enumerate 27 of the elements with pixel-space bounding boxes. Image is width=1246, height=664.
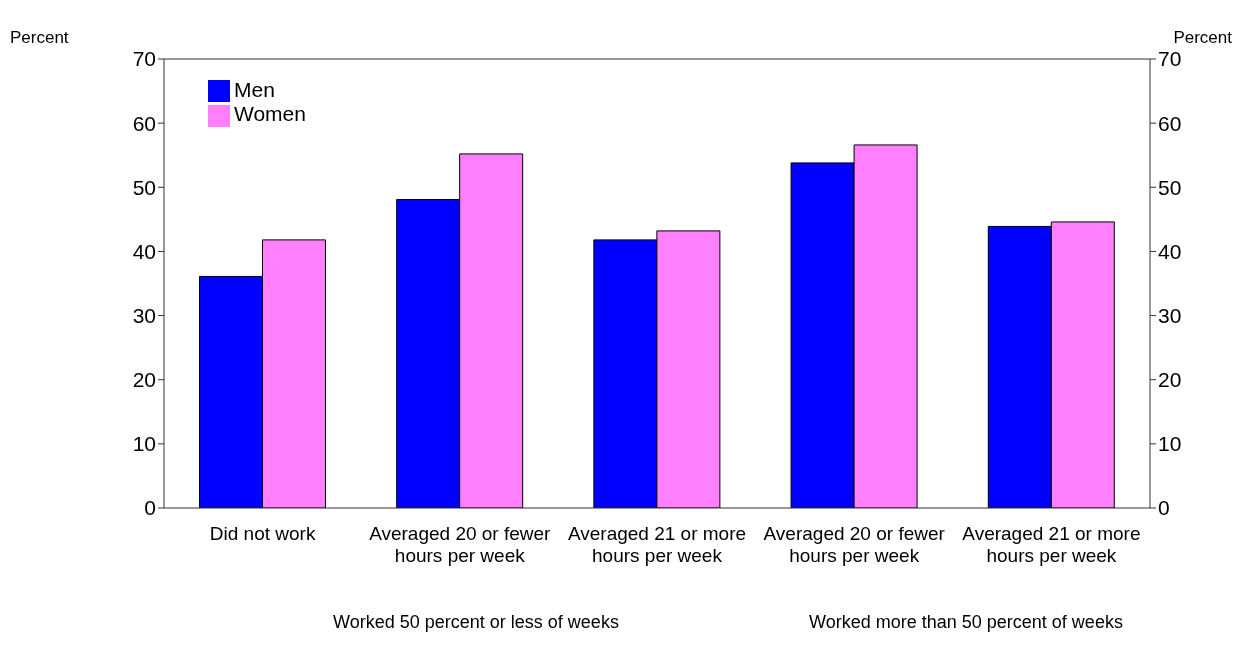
legend-label: Men [234,78,275,101]
y2-tick-label: 40 [1158,239,1182,263]
x-tick-label: Averaged 20 or fewer hours per week [369,523,552,566]
x-tick-label: Averaged 21 or more hours per week [567,523,747,566]
y2-tick-label: 10 [1158,432,1182,456]
y2-tick-label: 30 [1158,304,1182,328]
y2-tick-label: 70 [1158,47,1182,71]
y2-tick-label: 50 [1158,175,1182,199]
y-tick-label: 50 [132,175,156,199]
y-tick-label: 60 [132,111,156,135]
y-axis-title: Percent [10,28,69,48]
y2-axis-title: Percent [1173,28,1232,48]
legend-label: Women [234,102,306,126]
y-tick-label: 40 [132,239,156,263]
text: Worked more than 50 percent of weeks [809,612,1123,633]
x-tick-label: Did not work [209,523,316,544]
y-tick-label: 70 [132,47,156,71]
y2-tick-label: 60 [1158,111,1182,135]
y-tick-label: 30 [132,304,156,328]
text: Worked 50 percent or less of weeks [333,612,619,633]
x-tick-label: Averaged 20 or fewer hours per week [763,523,946,566]
y-tick-label: 20 [132,368,156,392]
y-tick-label: 10 [132,432,156,456]
y2-tick-label: 0 [1158,496,1170,520]
y-tick-label: 0 [144,496,156,520]
x-tick-label: Averaged 21 or more hours per week [962,523,1141,566]
y2-tick-label: 20 [1158,368,1182,392]
